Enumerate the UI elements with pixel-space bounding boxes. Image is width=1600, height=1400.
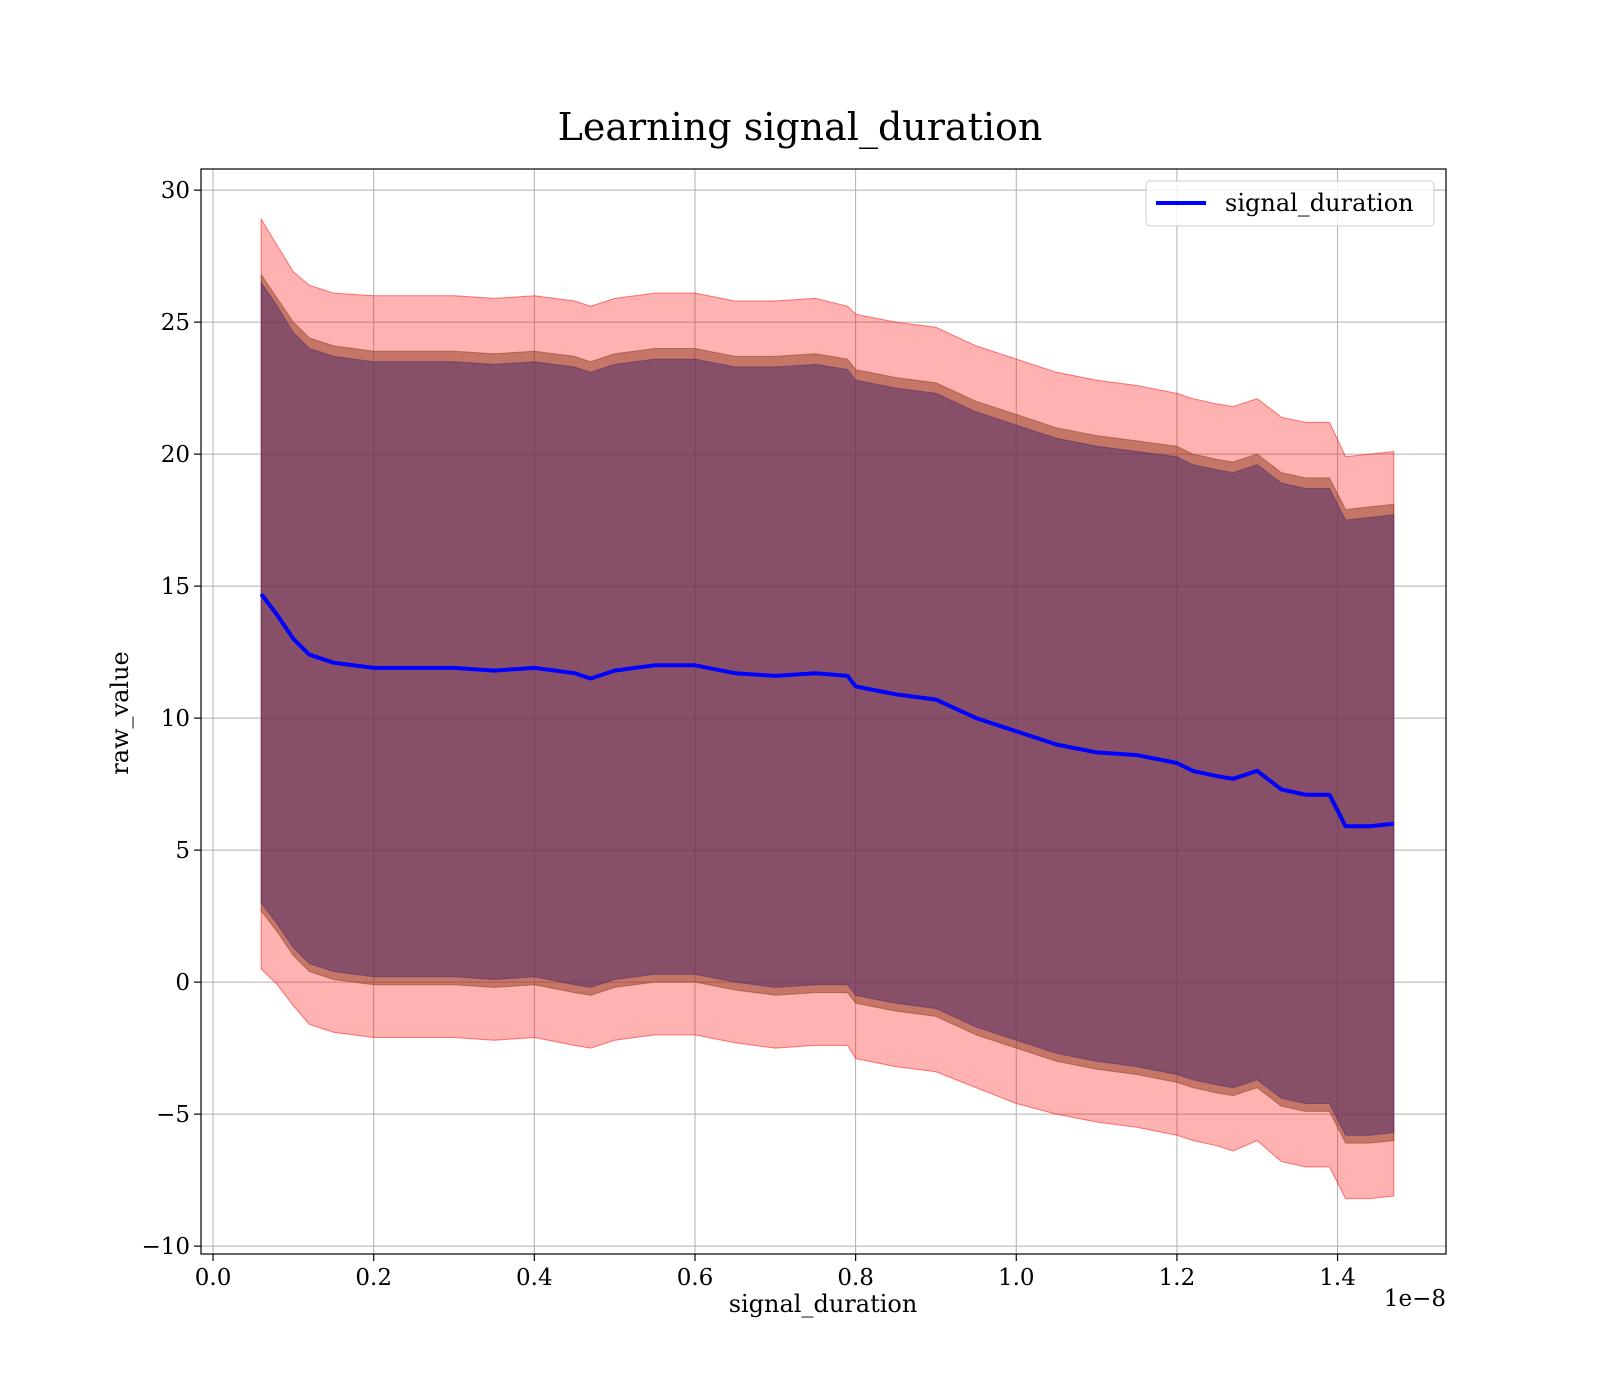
x-tick-label: 0.4 — [516, 1265, 553, 1291]
plot-area: 0.0 0.2 0.4 0.6 0.8 1.0 1.2 1.4 −10 −5 0 5 10 15 20 25… — [141, 168, 1447, 1291]
y-tick-label: 25 — [161, 310, 190, 336]
y-axis-label: raw_value — [106, 651, 134, 775]
x-tick-label: 0.6 — [677, 1265, 714, 1291]
legend: signal_duration — [1145, 180, 1435, 227]
legend-box — [1145, 180, 1435, 227]
axes-frame — [200, 168, 1447, 1255]
x-tick-label: 0.8 — [837, 1265, 874, 1291]
confidence-bands — [260, 217, 1395, 1200]
x-tick-label: 1.2 — [1159, 1265, 1196, 1291]
confidence-band-3 — [260, 280, 1395, 1136]
y-tick-label: 5 — [175, 838, 190, 864]
y-tick-label: 15 — [161, 574, 190, 600]
x-tick-label: 1.0 — [998, 1265, 1035, 1291]
x-tick-label: 0.2 — [355, 1265, 392, 1291]
y-tick-label: 10 — [161, 706, 190, 732]
y-tick-label: −10 — [141, 1234, 190, 1260]
y-tick-label: 30 — [161, 178, 190, 204]
y-axis-ticks: −10 −5 0 5 10 15 20 25 30 — [141, 178, 201, 1260]
y-tick-label: −5 — [156, 1102, 190, 1128]
x-tick-label: 1.4 — [1319, 1265, 1356, 1291]
x-axis-label: signal_duration — [729, 1290, 918, 1318]
chart-title: Learning signal_duration — [558, 105, 1043, 150]
y-tick-label: 0 — [175, 970, 190, 996]
y-tick-label: 20 — [161, 442, 190, 468]
x-axis-ticks: 0.0 0.2 0.4 0.6 0.8 1.0 1.2 1.4 — [195, 1254, 1356, 1291]
x-tick-label: 0.0 — [195, 1265, 232, 1291]
series-line-signal_duration — [259, 592, 1395, 829]
series-lines — [259, 592, 1395, 829]
legend-label: signal_duration — [1225, 189, 1414, 217]
x-axis-offset-label: 1e−8 — [1384, 1286, 1446, 1312]
